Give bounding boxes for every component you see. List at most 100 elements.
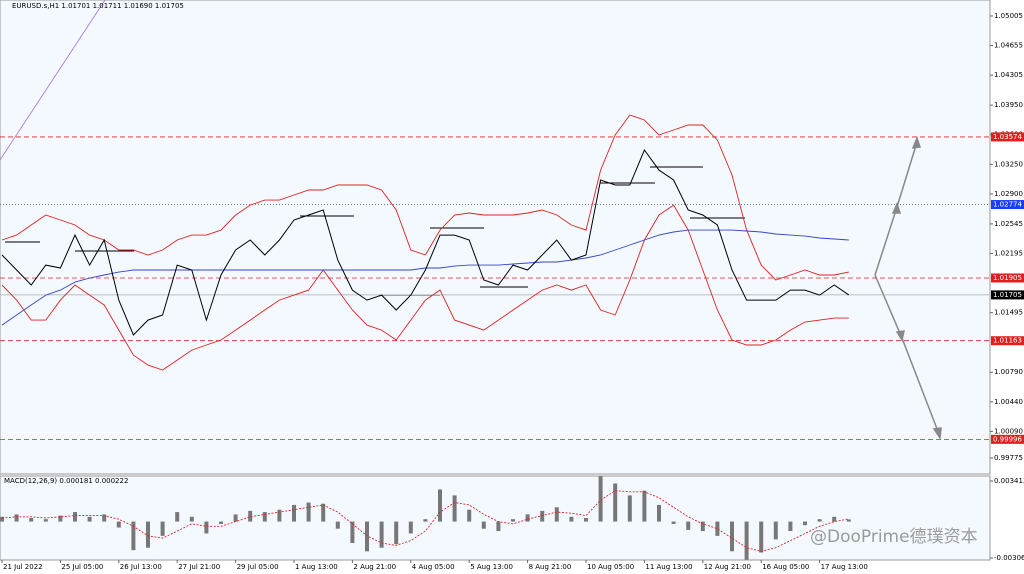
x-tick-label: 26 Jul 13:00 xyxy=(120,563,162,571)
macd-bar xyxy=(438,489,442,522)
macd-bar xyxy=(598,476,603,522)
macd-bar xyxy=(189,516,194,522)
macd-bar xyxy=(43,519,48,522)
macd-bar xyxy=(292,504,296,522)
level-tag xyxy=(991,336,1024,346)
x-tick-label: 25 Jul 05:00 xyxy=(61,563,103,571)
macd-bar xyxy=(817,519,822,522)
macd-bar xyxy=(131,521,136,551)
y-tick-label: 1.02900 xyxy=(994,190,1023,198)
y-tick-label: 1.02545 xyxy=(994,220,1023,228)
macd-bar xyxy=(540,510,545,522)
macd-bar xyxy=(408,521,413,534)
y-tick-label: 0.99775 xyxy=(994,454,1023,462)
x-tick-label: 12 Aug 21:00 xyxy=(704,563,751,571)
macd-bar xyxy=(584,518,588,522)
level-label: 1.03574 xyxy=(993,133,1022,141)
macd-bar xyxy=(204,521,209,534)
x-tick-label: 2 Aug 21:00 xyxy=(353,563,396,571)
macd-bar xyxy=(248,510,253,522)
macd-bar xyxy=(773,521,778,540)
macd-bar xyxy=(627,495,632,522)
macd-bar xyxy=(277,509,282,522)
macd-bar xyxy=(467,509,472,522)
macd-bar xyxy=(671,521,676,524)
macd-bar xyxy=(642,490,647,522)
macd-bar xyxy=(262,512,267,522)
x-tick-label: 10 Aug 05:00 xyxy=(587,563,634,571)
macd-bar xyxy=(759,521,764,553)
x-tick-label: 5 Aug 13:00 xyxy=(470,563,513,571)
macd-bar xyxy=(379,521,384,548)
main-panel xyxy=(0,0,991,475)
y-tick-label: 0.003413 xyxy=(994,477,1024,485)
level-label: 0.99996 xyxy=(993,435,1022,443)
scenario-arrows xyxy=(874,135,942,441)
macd-bar xyxy=(569,516,574,522)
macd-bar xyxy=(803,521,807,526)
macd-bar xyxy=(175,512,180,522)
macd-bar xyxy=(146,521,150,548)
y-tick-label: 1.00790 xyxy=(994,368,1023,376)
macd-panel xyxy=(0,475,991,561)
level-label: 1.02774 xyxy=(993,201,1022,209)
watermark: @DooPrime德璞资本 xyxy=(810,527,978,547)
x-tick-label: 27 Jul 21:00 xyxy=(178,563,220,571)
x-tick-label: 16 Aug 05:00 xyxy=(762,563,809,571)
macd-bar xyxy=(481,521,486,529)
macd-bar xyxy=(14,514,19,522)
price-line xyxy=(1,114,849,281)
level-tag xyxy=(991,434,1024,444)
macd-bar xyxy=(365,521,369,552)
y-tick-label: 1.05005 xyxy=(994,12,1023,20)
macd-bar xyxy=(116,521,121,528)
macd-bar xyxy=(0,516,4,522)
macd-bar xyxy=(102,514,107,522)
y-tick-label: 1.03950 xyxy=(994,101,1023,109)
macd-bar xyxy=(29,518,34,522)
level-label: 1.01705 xyxy=(993,291,1022,299)
macd-bar xyxy=(350,521,355,543)
macd-bar xyxy=(233,514,238,522)
chart-title: EURUSD.s,H1 1.01701 1.01711 1.01690 1.01… xyxy=(12,2,184,10)
macd-bar xyxy=(321,503,326,522)
macd-bar xyxy=(87,516,92,522)
y-tick-label: -0.003065 xyxy=(994,554,1024,562)
y-tick-label: 1.02195 xyxy=(994,249,1023,257)
macd-bar xyxy=(394,521,399,545)
macd-bar xyxy=(832,516,837,522)
level-tag xyxy=(991,290,1024,300)
macd-bar xyxy=(744,521,749,560)
trend-line xyxy=(0,0,106,161)
macd-bar xyxy=(496,521,501,532)
macd-bar xyxy=(730,521,734,552)
y-tick-label: 1.04655 xyxy=(994,42,1023,50)
signal-line xyxy=(1,490,849,552)
macd-bar xyxy=(58,515,63,522)
macd-title: MACD(12,26,9) 0.000181 0.000222 xyxy=(4,477,128,485)
macd-bar xyxy=(335,521,340,529)
macd-bar xyxy=(613,483,618,522)
price-line xyxy=(1,204,849,371)
macd-bar xyxy=(715,521,720,536)
macd-bar xyxy=(686,521,691,530)
y-tick-label: 1.04305 xyxy=(994,71,1023,79)
macd-bar xyxy=(73,512,77,522)
y-tick-label: 1.01495 xyxy=(994,309,1023,317)
macd-bar xyxy=(423,519,428,522)
x-tick-label: 29 Jul 05:00 xyxy=(237,563,279,571)
macd-bar xyxy=(160,521,165,536)
price-line xyxy=(1,229,849,326)
x-tick-label: 1 Aug 13:00 xyxy=(295,563,338,571)
macd-bar xyxy=(657,504,661,522)
level-tag xyxy=(991,273,1024,283)
level-tag xyxy=(991,132,1024,142)
macd-bar xyxy=(511,519,515,522)
macd-bar xyxy=(846,519,851,522)
price-line xyxy=(1,148,850,336)
macd-bar xyxy=(554,507,559,522)
x-tick-label: 8 Aug 21:00 xyxy=(529,563,572,571)
x-tick-label: 17 Aug 13:00 xyxy=(821,563,868,571)
macd-bar xyxy=(700,521,705,532)
